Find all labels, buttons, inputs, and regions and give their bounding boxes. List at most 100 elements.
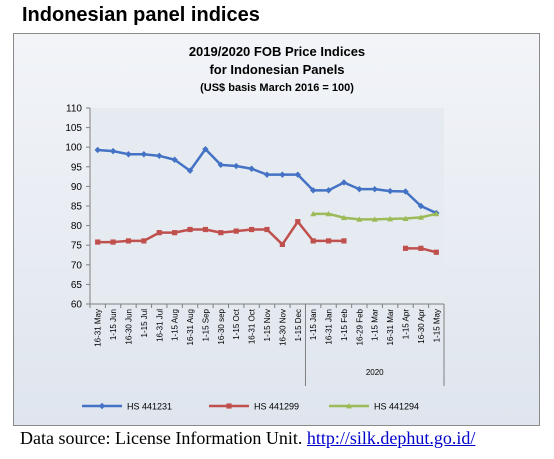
x-tick-label: 16-31 Oct [248, 308, 257, 344]
series-point [371, 216, 378, 222]
series-point [386, 187, 394, 195]
x-tick-label: 1-15 Apr [402, 309, 411, 340]
legend-label: HS 441231 [127, 402, 172, 412]
x-tick-label: 1-15 Nov [263, 309, 272, 341]
x-tick-label: 16-31 May [94, 309, 103, 347]
x-tick-label: 1-15 Jan [309, 309, 318, 340]
y-tick-label: 100 [65, 143, 82, 154]
x-tick-label: 16-31 Jan [325, 309, 334, 345]
x-tick-label: 1-15 Aug [171, 309, 180, 341]
series-point [171, 156, 178, 163]
series-point [202, 226, 209, 233]
series-point [233, 228, 239, 234]
series-point [402, 245, 409, 251]
x-tick-label: 16-30 Jun [124, 309, 133, 345]
series-point [356, 185, 363, 193]
chart-basis-note: (US$ basis March 2016 = 100) [200, 82, 354, 94]
plot-area: 60 65 70 75 80 85 90 95 100 105 110 16-31 May 1-15 J… [65, 104, 445, 386]
legend-label: HS 441299 [254, 402, 299, 412]
chart-legend: HS 441231 HS 441299 HS 441294 [82, 402, 419, 412]
series-point [125, 238, 132, 244]
series-point [402, 215, 409, 221]
series-point [248, 165, 255, 172]
series-point [172, 230, 178, 236]
series-point [110, 239, 116, 245]
series-point [433, 249, 439, 255]
series-point [356, 216, 363, 222]
y-tick-label: 110 [66, 104, 82, 115]
series-point [309, 187, 317, 194]
y-tick-label: 65 [71, 280, 83, 291]
y-tick-label: 90 [71, 182, 83, 193]
series-point [279, 241, 285, 248]
series-point [109, 147, 117, 155]
series-point [325, 210, 332, 217]
series-point [340, 179, 348, 186]
y-tick-label: 105 [65, 123, 82, 134]
chart-frame: 2019/2020 FOB Price Indices for Indonesi… [13, 33, 540, 426]
series-point [340, 214, 347, 221]
x-tick-label: 16-29 Feb [355, 308, 364, 345]
y-tick-label: 95 [71, 162, 83, 173]
series-point [310, 210, 317, 217]
series-point [417, 214, 424, 220]
series-point [402, 188, 409, 195]
legend-label: HS 441294 [374, 402, 419, 412]
y-tick-label: 75 [71, 241, 83, 252]
x-tick-label: 1-15 Dec [294, 309, 303, 341]
price-index-line-chart: 2019/2020 FOB Price Indices for Indonesi… [65, 44, 445, 412]
series-point [233, 162, 240, 170]
series-point [295, 219, 301, 225]
data-source-note: Data source: License Information Unit. h… [20, 428, 475, 449]
x-tick-label: 1-15 Feb [340, 308, 349, 341]
series-point [417, 202, 425, 210]
x-tick-label: 1-15 Mar [371, 309, 380, 341]
series-point [217, 161, 225, 169]
series-point [95, 239, 101, 245]
series-point [325, 187, 332, 194]
series-point [341, 238, 347, 244]
y-tick-label: 70 [71, 260, 83, 271]
data-source-text: Data source: License Information Unit. [20, 428, 307, 448]
x-tick-label: 16-31 Mar [386, 309, 395, 346]
series-point [141, 238, 147, 244]
series-point [156, 152, 163, 160]
page-heading: Indonesian panel indices [22, 4, 260, 26]
series-point [186, 167, 194, 174]
series-point [325, 238, 332, 244]
series-point [218, 230, 224, 236]
x-tick-label: 16-30 Nov [278, 309, 287, 346]
y-tick-label: 85 [71, 202, 83, 213]
series-point [387, 215, 394, 222]
y-tick-label: 80 [71, 221, 83, 232]
chart-title: 2019/2020 FOB Price Indices [189, 44, 365, 59]
series-point [264, 226, 270, 233]
series-point [433, 210, 440, 217]
series-point [310, 238, 316, 244]
series-point [371, 185, 378, 193]
series-point [187, 226, 193, 233]
x-tick-label: 16-30 Apr [417, 309, 426, 344]
year-group-label: 2020 [366, 368, 384, 377]
legend-swatch-marker [98, 402, 106, 410]
legend-swatch-marker [226, 403, 232, 409]
series-point [279, 171, 286, 178]
series-point [263, 171, 271, 178]
chart-subtitle: for Indonesian Panels [209, 62, 344, 77]
x-tick-label: 1-15 Oct [232, 308, 241, 339]
series-point [249, 226, 255, 233]
x-tick-label: 1-15 May [432, 309, 441, 342]
x-tick-label: 16-31 Jul [155, 309, 164, 342]
legend-swatch-marker [346, 403, 352, 409]
x-tick-label: 16-31 Aug [186, 309, 195, 345]
series-point [156, 230, 162, 236]
plot-background [90, 108, 444, 304]
series-point [294, 171, 301, 178]
series-point [202, 145, 209, 153]
y-tick-label: 60 [71, 300, 83, 311]
x-tick-label: 16-30 sep [217, 308, 226, 344]
series-point [418, 245, 424, 251]
series-point [125, 151, 132, 158]
data-source-link[interactable]: http://silk.dephut.go.id/ [306, 428, 476, 448]
x-tick-label: 1-15 Jul [140, 309, 149, 338]
